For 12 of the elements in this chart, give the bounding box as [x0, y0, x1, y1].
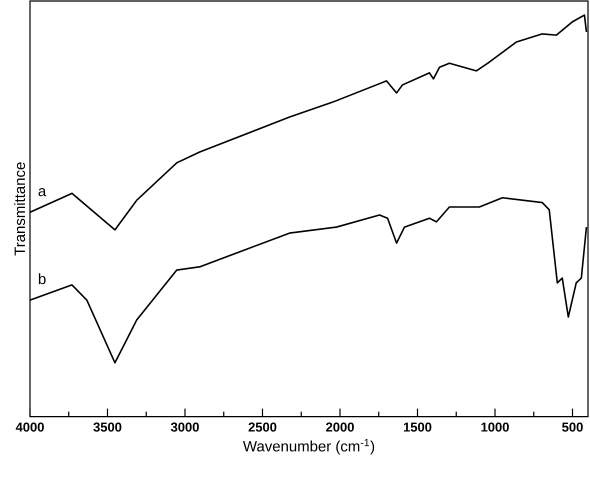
x-tick-label: 500 [562, 422, 583, 432]
x-tick-label: 3000 [170, 422, 199, 432]
x-tick-label: 1500 [404, 422, 432, 432]
series-label: a [38, 188, 46, 196]
y-axis-title: Transmittance [14, 162, 26, 256]
x-tick-label: 3500 [93, 422, 122, 432]
series-label: b [38, 273, 46, 284]
x-tick-label: 4000 [16, 422, 44, 432]
x-tick-label: 1000 [481, 422, 509, 432]
x-tick-label: 2000 [326, 422, 354, 432]
x-tick-label: 2500 [248, 422, 276, 432]
x-axis-title: Wavenumber (cm$^{-1}$) [242, 438, 374, 454]
